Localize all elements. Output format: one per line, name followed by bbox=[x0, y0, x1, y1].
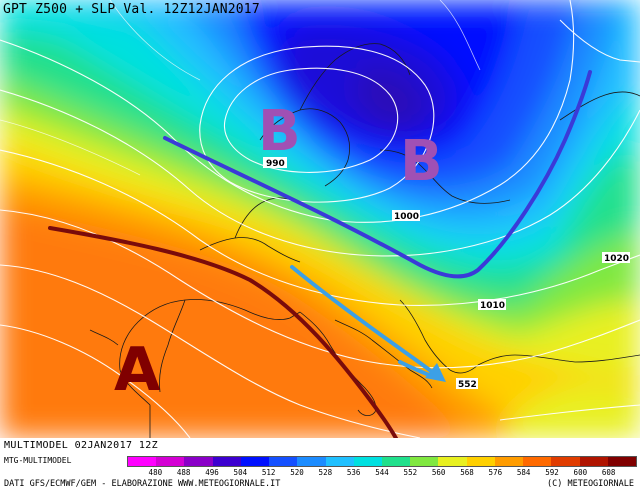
flow-arrow-line bbox=[290, 265, 438, 377]
color-scale-tick-label: 528 bbox=[318, 468, 333, 477]
color-scale-cell bbox=[156, 457, 185, 466]
color-scale-cell bbox=[184, 457, 213, 466]
color-scale-tick-label: 552 bbox=[403, 468, 418, 477]
color-scale-cell bbox=[438, 457, 467, 466]
flow-arrow-secondary bbox=[398, 360, 436, 379]
low-pressure-label-east: B bbox=[400, 129, 443, 194]
color-scale-cell bbox=[381, 457, 411, 466]
isobar-label-990: 990 bbox=[266, 159, 285, 169]
color-scale-bar bbox=[127, 456, 637, 467]
color-scale-cell bbox=[325, 457, 354, 466]
color-scale-tick-label: 504 bbox=[233, 468, 248, 477]
isobar-labels: 990 1000 1010 1020 552 bbox=[263, 157, 630, 390]
color-scale-tick-label: 544 bbox=[375, 468, 389, 477]
color-scale-cell bbox=[551, 457, 580, 466]
map-footer: MULTIMODEL 02JAN2017 12Z MTG-MULTIMODEL … bbox=[0, 438, 640, 493]
color-scale-tick-label: 576 bbox=[488, 468, 503, 477]
high-pressure-label: A bbox=[114, 335, 161, 405]
color-scale-tick-label: 536 bbox=[346, 468, 361, 477]
color-scale-tick-label: 600 bbox=[573, 468, 588, 477]
color-scale-tick-label: 480 bbox=[148, 468, 163, 477]
z500-label-552: 552 bbox=[458, 380, 477, 390]
isobars bbox=[0, 0, 640, 438]
run-info: MULTIMODEL 02JAN2017 12Z bbox=[4, 440, 159, 451]
color-scale-cell bbox=[607, 457, 636, 466]
color-scale-tick-label: 488 bbox=[176, 468, 191, 477]
model-name: MTG-MULTIMODEL bbox=[4, 456, 72, 465]
geopotential-field bbox=[0, 0, 640, 438]
copyright-label: (C) METEOGIORNALE bbox=[547, 479, 634, 489]
color-scale-tick-label: 584 bbox=[516, 468, 531, 477]
isobar-label-1010: 1010 bbox=[480, 301, 505, 311]
isobar-label-1000: 1000 bbox=[394, 212, 419, 222]
coastlines bbox=[89, 43, 640, 438]
color-scale-tick-label: 568 bbox=[460, 468, 474, 477]
color-scale-ticks: 480 488 496 504 512 520 528 536 544 552 560 568 576 5… bbox=[127, 468, 637, 478]
z500-contours bbox=[0, 0, 481, 176]
data-credits: DATI GFS/ECMWF/GEM - ELABORAZIONE WWW.ME… bbox=[4, 479, 281, 489]
color-scale-cell bbox=[466, 457, 495, 466]
color-scale-cell bbox=[410, 457, 439, 466]
color-scale-cell bbox=[128, 457, 157, 466]
low-pressure-label-west: B bbox=[258, 99, 301, 164]
color-scale-cell bbox=[579, 457, 608, 466]
color-scale-cell bbox=[353, 457, 382, 466]
color-scale-tick-label: 520 bbox=[290, 468, 304, 477]
color-scale-tick-label: 496 bbox=[205, 468, 219, 477]
color-scale-tick-label: 592 bbox=[545, 468, 559, 477]
color-scale-tick-label: 512 bbox=[261, 468, 276, 477]
color-scale-cell bbox=[269, 457, 298, 466]
forecast-map: 990 1000 1010 1020 552 B B A bbox=[0, 0, 640, 438]
color-scale-cell bbox=[297, 457, 326, 466]
color-scale-tick-label: 608 bbox=[601, 468, 616, 477]
trough-axis-line bbox=[163, 70, 592, 279]
color-scale-cell bbox=[212, 457, 241, 466]
color-scale-cell bbox=[523, 457, 552, 466]
map-title: GPT Z500 + SLP Val. 12Z12JAN2017 bbox=[3, 2, 260, 17]
color-scale-tick-label: 560 bbox=[431, 468, 446, 477]
color-scale-cell bbox=[494, 457, 524, 466]
ridge-axis-line bbox=[48, 226, 399, 438]
color-scale-cell bbox=[240, 457, 270, 466]
isobar-label-1020: 1020 bbox=[604, 254, 629, 264]
